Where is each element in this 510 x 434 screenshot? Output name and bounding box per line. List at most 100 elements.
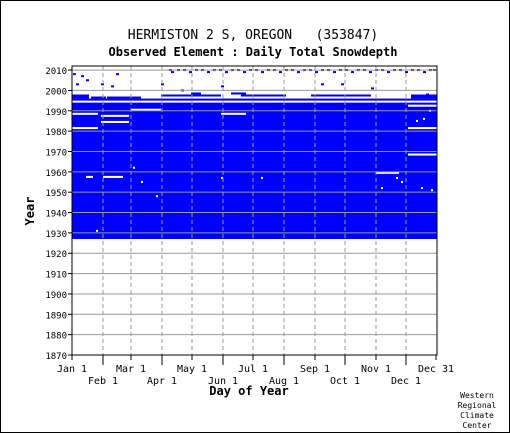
observation-mark bbox=[101, 83, 104, 86]
missing-gap bbox=[408, 127, 437, 130]
y-tick-label: 1990 bbox=[45, 108, 67, 118]
missing-mark bbox=[156, 195, 158, 198]
x-axis-label: Day of Year bbox=[209, 384, 288, 398]
credit-line: Center bbox=[463, 421, 492, 430]
missing-mark bbox=[381, 187, 383, 190]
x-tick-label: Jan 1 bbox=[57, 364, 87, 375]
observation-mark bbox=[116, 73, 119, 76]
observed-block bbox=[191, 92, 201, 95]
y-tick-label: 2000 bbox=[45, 87, 67, 97]
observation-mark bbox=[243, 71, 246, 74]
observation-mark bbox=[81, 75, 84, 78]
missing-gap bbox=[221, 112, 246, 115]
x-tick-label: May 1 bbox=[177, 364, 207, 375]
observed-block bbox=[161, 94, 221, 97]
x-tick-label: Nov 1 bbox=[361, 364, 391, 375]
missing-gap bbox=[103, 175, 123, 178]
missing-mark bbox=[416, 119, 418, 122]
y-tick-label: 1950 bbox=[45, 189, 67, 199]
y-tick-label: 1880 bbox=[45, 332, 67, 342]
credit-line: Western bbox=[460, 391, 494, 400]
missing-mark bbox=[421, 187, 423, 190]
missing-gap bbox=[408, 104, 437, 107]
observed-block bbox=[311, 94, 371, 97]
observed-block bbox=[72, 98, 437, 101]
missing-gap bbox=[101, 120, 129, 123]
x-tick-label: Dec 31 bbox=[418, 364, 454, 375]
observation-mark bbox=[371, 87, 374, 90]
observed-block bbox=[72, 94, 89, 99]
x-tick-label: Jun 1 bbox=[208, 376, 238, 387]
observation-mark bbox=[171, 71, 174, 74]
observation-mark bbox=[279, 71, 282, 74]
missing-mark bbox=[133, 166, 135, 169]
observation-mark bbox=[315, 71, 318, 74]
missing-gap bbox=[72, 112, 98, 115]
credit-line: Regional bbox=[458, 401, 497, 410]
x-tick-label: Dec 1 bbox=[391, 376, 421, 387]
missing-mark bbox=[261, 176, 263, 179]
plot-area: 1870 1880 1890 1900 1910 1920 1930 1940 1950 1960… bbox=[45, 65, 454, 387]
y-tick-label: 1980 bbox=[45, 128, 67, 138]
chart-subtitle: Observed Element : Daily Total Snowdepth bbox=[109, 45, 398, 59]
missing-gap bbox=[101, 114, 129, 117]
x-tick-label: Apr 1 bbox=[147, 376, 177, 387]
observation-mark bbox=[189, 71, 192, 74]
observation-mark bbox=[76, 83, 79, 86]
observation-mark bbox=[333, 71, 336, 74]
missing-mark bbox=[221, 176, 223, 179]
missing-mark bbox=[423, 117, 425, 120]
observation-mark bbox=[86, 79, 89, 82]
observed-block bbox=[231, 92, 246, 95]
y-tick-label: 1890 bbox=[45, 311, 67, 321]
missing-gap bbox=[86, 175, 93, 178]
observation-mark bbox=[369, 71, 372, 74]
missing-mark bbox=[431, 189, 433, 192]
missing-gap bbox=[131, 108, 161, 111]
missing-gap bbox=[72, 127, 98, 130]
missing-gap bbox=[408, 153, 437, 156]
y-tick-label: 1920 bbox=[45, 250, 67, 260]
chart-title: HERMISTON 2 S, OREGON (353847) bbox=[128, 28, 378, 43]
x-tick-label: Oct 1 bbox=[330, 376, 360, 387]
observation-mark bbox=[423, 71, 426, 74]
y-tick-label: 1930 bbox=[45, 230, 67, 240]
credit-line: Climate bbox=[460, 411, 494, 420]
plot-border bbox=[71, 65, 438, 356]
observation-mark bbox=[351, 71, 354, 74]
missing-gap bbox=[376, 171, 399, 174]
observed-block bbox=[72, 102, 437, 239]
observation-mark bbox=[221, 85, 224, 88]
observation-mark bbox=[405, 71, 408, 74]
observed-block bbox=[241, 94, 286, 97]
missing-mark bbox=[96, 229, 98, 232]
y-tick-label: 2010 bbox=[45, 67, 67, 77]
observation-mark bbox=[387, 71, 390, 74]
y-tick-label: 1960 bbox=[45, 169, 67, 179]
observed-block bbox=[107, 96, 141, 99]
observed-block bbox=[411, 94, 437, 99]
x-tick-label: Aug 1 bbox=[269, 376, 299, 387]
observation-mark bbox=[426, 93, 429, 96]
observation-mark bbox=[111, 85, 114, 88]
y-axis-label: Year bbox=[23, 197, 37, 226]
y-tick-label: 1940 bbox=[45, 210, 67, 220]
x-tick-label: Feb 1 bbox=[88, 376, 118, 387]
observation-mark bbox=[161, 83, 164, 86]
y-tick-label: 1900 bbox=[45, 291, 67, 301]
observation-mark bbox=[261, 71, 264, 74]
observation-mark bbox=[73, 73, 76, 76]
missing-mark bbox=[396, 176, 398, 179]
observation-mark bbox=[297, 71, 300, 74]
y-tick-label: 1970 bbox=[45, 148, 67, 158]
missing-mark bbox=[141, 181, 143, 184]
observation-mark bbox=[207, 71, 210, 74]
x-tick-label: Jul 1 bbox=[238, 364, 268, 375]
x-tick-label: Mar 1 bbox=[116, 364, 146, 375]
observation-mark bbox=[341, 83, 344, 86]
x-tick-label: Sep 1 bbox=[300, 364, 330, 375]
y-tick-label: 1910 bbox=[45, 271, 67, 281]
